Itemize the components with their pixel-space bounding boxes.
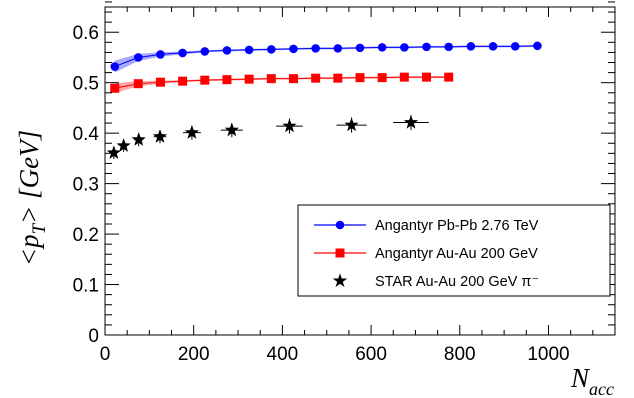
data-point	[133, 79, 143, 89]
axes: 0 200 400 600 800 1000 0 0.1 0.2 0.3 0.4 0.5 0.6	[73, 1, 616, 365]
data-point	[110, 62, 120, 71]
legend: Angantyr Pb-Pb 2.76 TeV Angantyr Au-Au 2…	[297, 204, 611, 297]
legend-marker-pbpb	[335, 220, 345, 230]
y-tick-label: 0.1	[73, 276, 99, 297]
plot-frame	[104, 6, 616, 336]
data-point	[288, 74, 298, 84]
y-tick-label: 0.5	[73, 74, 99, 95]
series-1	[110, 72, 454, 94]
data-point	[355, 43, 365, 53]
y-axis-title-suffix: > [GeV]	[14, 130, 44, 224]
legend-label-auau: Angantyr Au-Au 200 GeV	[375, 246, 538, 262]
data-point	[267, 45, 276, 54]
x-axis-title-main: N	[570, 363, 591, 393]
legend-entry-pbpb: Angantyr Pb-Pb 2.76 TeV	[314, 218, 539, 234]
data-point	[131, 132, 146, 146]
x-tick-label: 400	[267, 344, 299, 365]
data-point	[422, 72, 432, 82]
data-point	[282, 118, 297, 133]
data-point	[222, 75, 232, 85]
legend-box	[297, 204, 611, 297]
y-axis-title-prefix: <p	[14, 234, 44, 266]
y-axis-title: <pT> [GeV]	[14, 130, 50, 266]
series-0	[110, 41, 542, 73]
data-point	[488, 42, 498, 51]
data-point	[110, 83, 120, 93]
data-point	[377, 73, 387, 83]
legend-marker-auau	[335, 248, 345, 258]
data-point	[244, 74, 254, 84]
data-point	[533, 41, 542, 51]
data-point	[311, 73, 321, 83]
data-point	[403, 115, 419, 129]
data-point	[178, 48, 187, 58]
data-point	[333, 44, 343, 53]
legend-label-pbpb: Angantyr Pb-Pb 2.76 TeV	[375, 218, 539, 234]
data-point	[266, 74, 276, 84]
y-axis-title-subscript: T	[29, 222, 50, 234]
data-point	[466, 42, 476, 51]
data-point	[333, 73, 343, 83]
y-tick-label: 0.2	[73, 225, 99, 246]
x-tick-label: 200	[178, 344, 210, 365]
data-point	[244, 45, 254, 55]
series-line	[114, 76, 449, 89]
data-point	[289, 44, 298, 54]
data-point	[399, 72, 409, 82]
legend-entry-star: ★ STAR Au-Au 200 GeV π⁻	[331, 270, 539, 292]
data-point	[106, 145, 121, 159]
x-tick-label: 1000	[527, 344, 569, 365]
y-tick-label: 0.4	[73, 124, 100, 145]
data-point	[116, 138, 131, 152]
plot-content	[106, 41, 542, 159]
data-point	[422, 42, 431, 52]
x-axis-title-subscript: acc	[589, 379, 614, 398]
x-tick-label: 600	[355, 344, 387, 365]
y-tick-label: 0	[88, 326, 99, 347]
data-point	[444, 42, 453, 52]
data-point	[400, 43, 409, 52]
data-point	[200, 47, 210, 56]
data-point	[156, 50, 165, 59]
data-point	[444, 72, 454, 82]
data-point	[510, 42, 520, 51]
data-point	[133, 53, 143, 62]
data-point	[311, 44, 320, 53]
y-tick-label: 0.3	[73, 175, 99, 196]
legend-entry-auau: Angantyr Au-Au 200 GeV	[314, 246, 538, 262]
y-tick-label: 0.6	[73, 23, 99, 44]
series-2	[106, 114, 429, 159]
data-point	[377, 43, 387, 52]
legend-marker-star: ★	[331, 270, 348, 292]
data-point	[344, 117, 359, 132]
data-point	[178, 76, 188, 86]
x-axis-title: Nacc	[570, 363, 614, 398]
x-tick-label: 800	[444, 344, 476, 365]
data-point	[184, 125, 200, 139]
data-point	[222, 46, 232, 55]
x-tick-label: 0	[100, 344, 111, 365]
data-point	[200, 75, 210, 85]
data-point	[152, 129, 168, 143]
data-point	[355, 73, 365, 83]
data-point	[155, 77, 165, 87]
legend-label-star: STAR Au-Au 200 GeV π⁻	[375, 274, 539, 290]
data-point	[224, 122, 239, 137]
